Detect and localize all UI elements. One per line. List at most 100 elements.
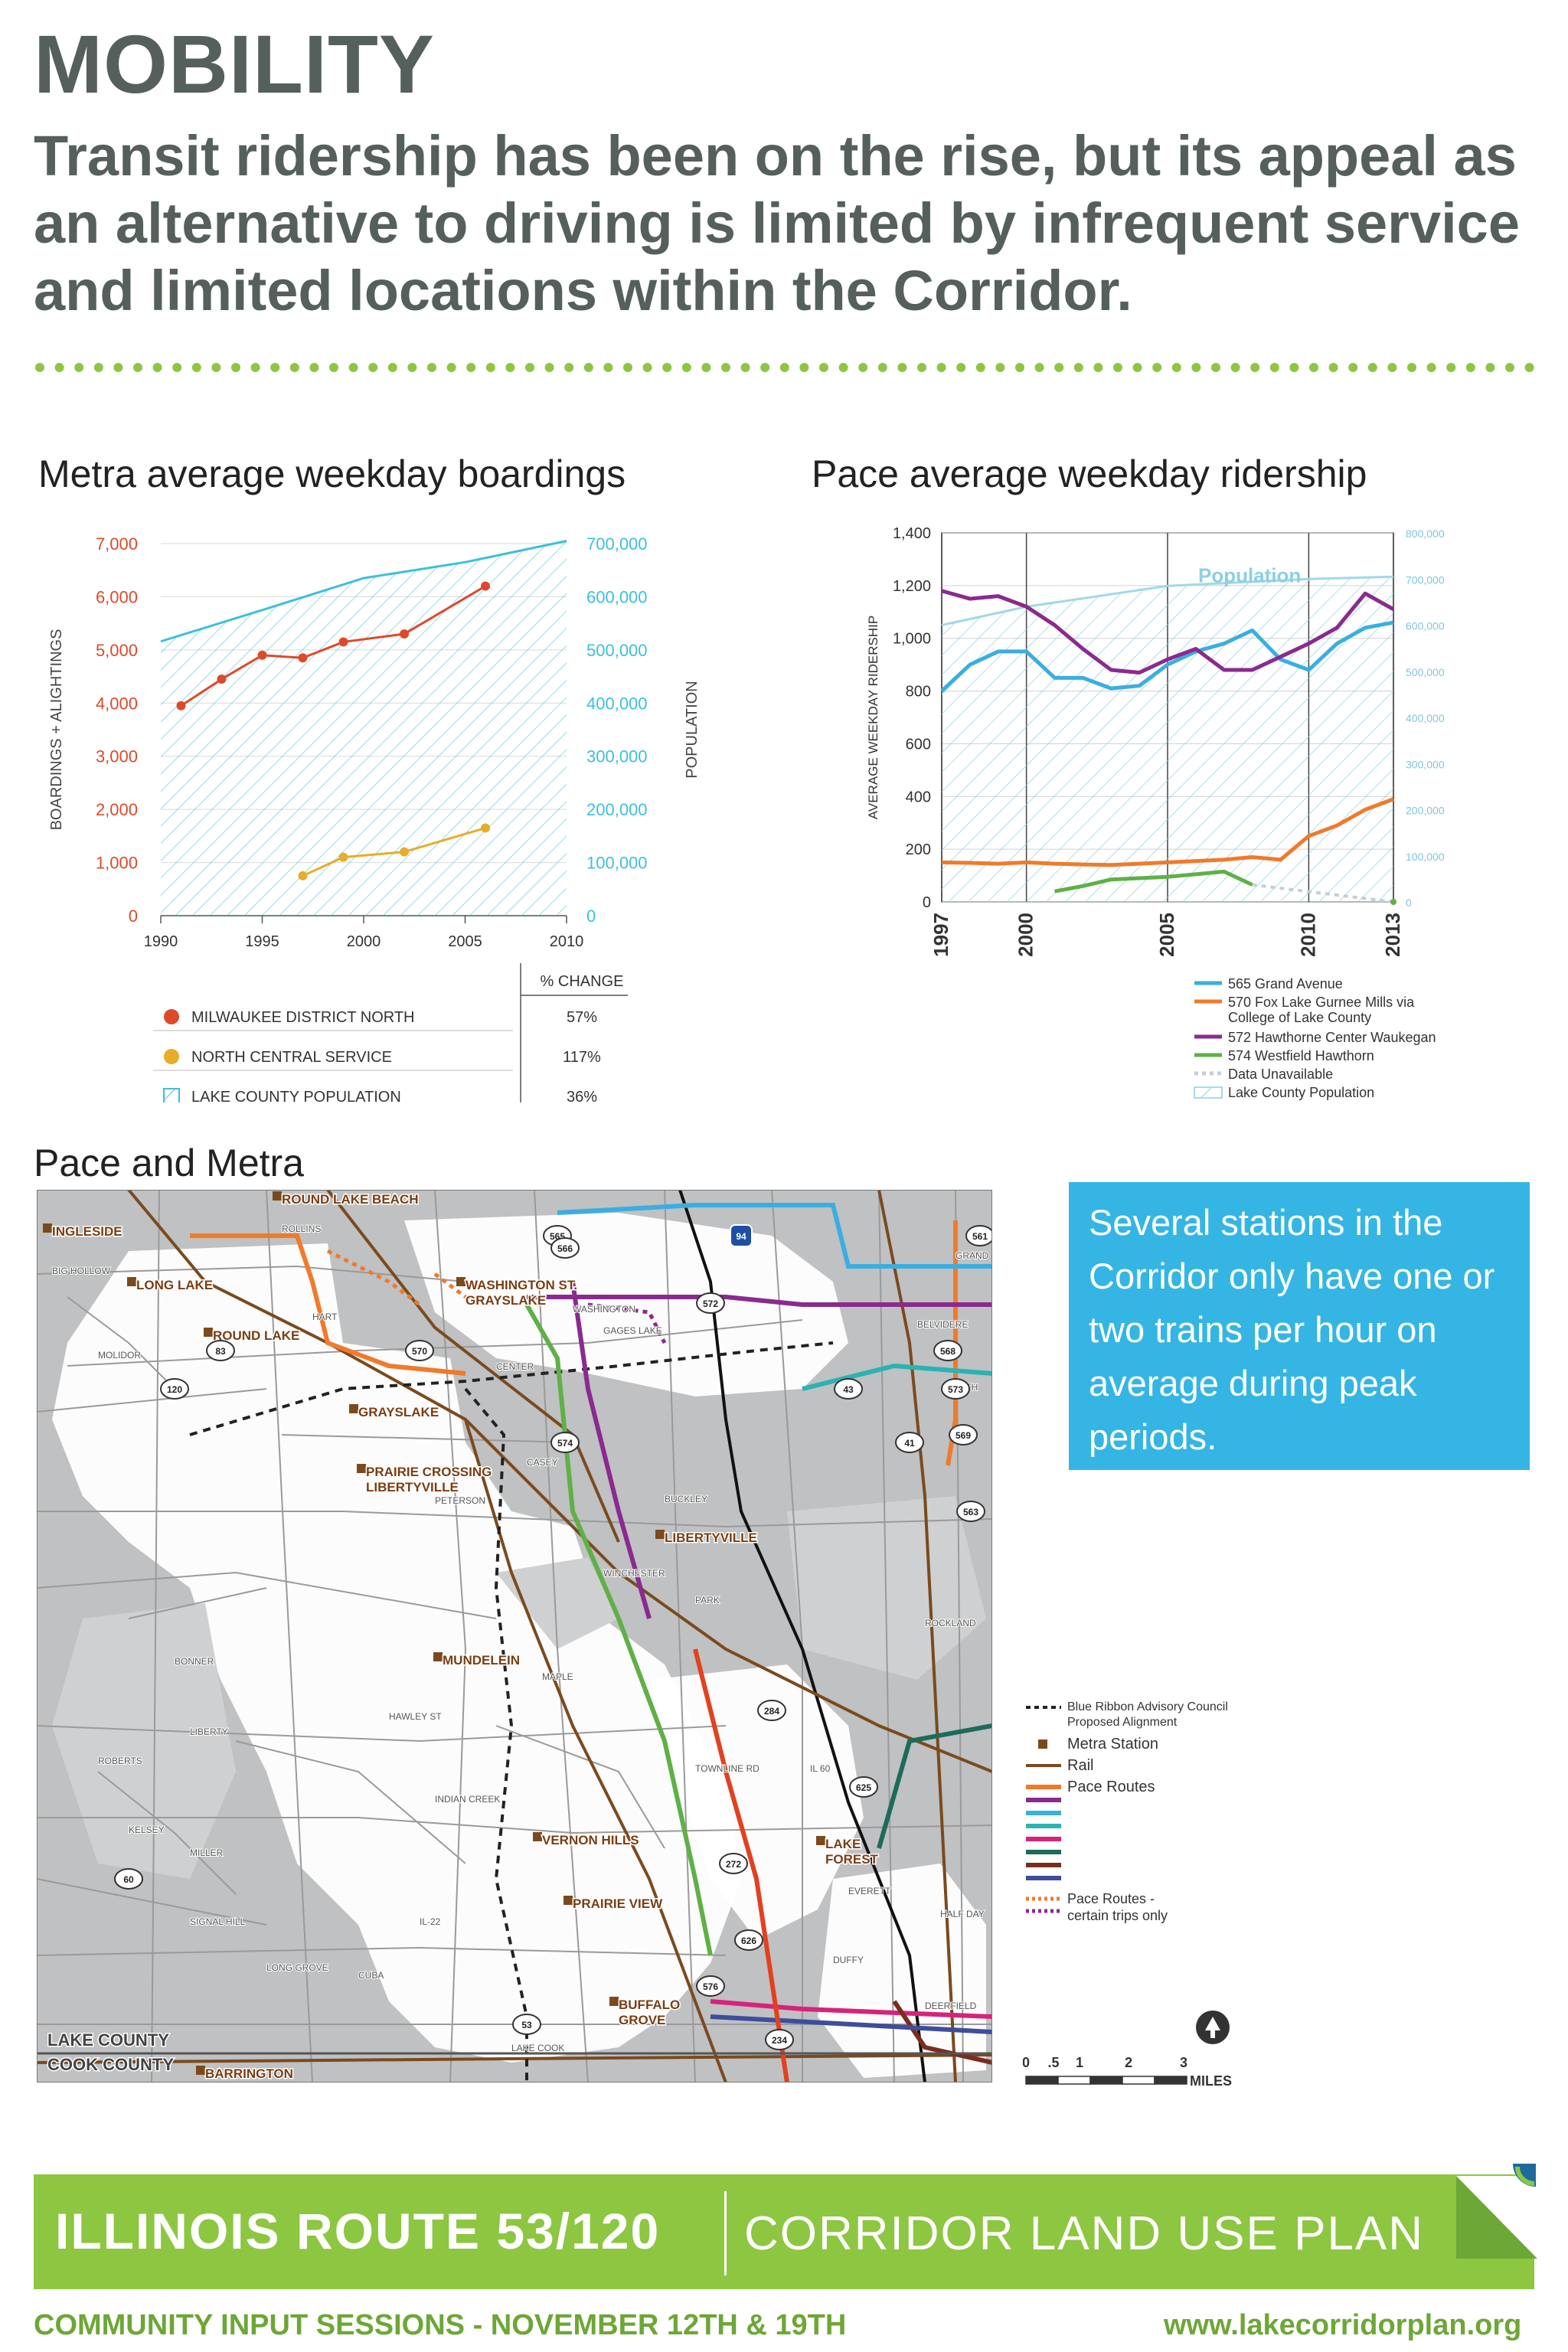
y2-tick-label: 600,000 — [586, 587, 648, 606]
y2-axis-label: POPULATION — [684, 681, 701, 778]
route-shield-label: 563 — [963, 1507, 978, 1517]
scale-tick-label: 0 — [1023, 2055, 1030, 2070]
station-label: ROUND LAKE BEACH — [282, 1192, 419, 1207]
divider-dot — [838, 363, 848, 372]
y-tick-label: 0 — [923, 894, 931, 911]
divider-dot — [427, 363, 436, 372]
y2-tick-label: 500,000 — [1406, 666, 1445, 678]
route-shield — [834, 1378, 863, 1400]
divider-dot — [289, 363, 299, 372]
series-line-0 — [940, 620, 1394, 693]
divider-dot — [799, 363, 809, 372]
route-shield-label: 625 — [856, 1782, 871, 1793]
road-label: IL 60 — [810, 1763, 831, 1774]
route-shield — [696, 1292, 725, 1314]
divider-dot — [721, 363, 730, 372]
metra-station — [127, 1277, 136, 1286]
road-label: BELVIDERE — [917, 1319, 968, 1330]
route-shield — [734, 1929, 763, 1951]
x-tick-label: 1995 — [245, 933, 279, 950]
footer-website-link[interactable]: www.lakecorridorplan.org — [1164, 2309, 1522, 2341]
legend-label: College of Lake County — [1228, 1010, 1371, 1025]
road-label: LIBERTY — [190, 1726, 228, 1737]
divider-dot — [1387, 363, 1397, 372]
station-label: GROVE — [619, 2013, 665, 2027]
metra-station — [816, 1836, 825, 1845]
route-shield-label: 561 — [972, 1231, 988, 1242]
road-label: MOLIDOR — [98, 1350, 141, 1361]
divider-dot — [172, 363, 182, 372]
table-change: 36% — [567, 1089, 597, 1102]
metra-station — [273, 1191, 282, 1200]
legend-label: 572 Hawthorne Center Waukegan — [1228, 1030, 1436, 1045]
route-shield — [965, 1225, 992, 1246]
road-label: LAKE COOK — [511, 2043, 564, 2053]
minor-road — [266, 1190, 313, 2082]
divider-dot — [191, 363, 201, 372]
route-shield — [160, 1378, 189, 1400]
divider-dot — [446, 363, 456, 372]
divider-dot — [485, 363, 495, 372]
minor-road — [151, 1190, 160, 2082]
y2-tick-label: 0 — [586, 906, 596, 926]
road-label: PETERSON — [435, 1495, 485, 1506]
scale-segment — [1122, 2076, 1155, 2085]
data-point — [338, 852, 348, 862]
y2-tick-label: 100,000 — [586, 854, 648, 873]
station-label: PRAIRIE VIEW — [573, 1896, 663, 1911]
divider-dot — [917, 363, 926, 372]
minor-road — [37, 1817, 992, 1834]
divider-dot — [1191, 363, 1201, 372]
divider-dot — [662, 363, 672, 372]
open-space — [52, 1603, 236, 1879]
divider-dot — [760, 363, 770, 372]
divider-dot — [133, 363, 142, 372]
route-shield-label: 272 — [726, 1859, 741, 1870]
station-label: LIBERTYVILLE — [366, 1480, 459, 1494]
divider-dot — [152, 363, 162, 372]
route-shield — [550, 1432, 580, 1453]
route-shield — [206, 1340, 235, 1361]
table-change: 117% — [563, 1049, 601, 1066]
route-shield-label: 94 — [736, 1231, 746, 1242]
route-shield — [696, 1975, 725, 1997]
interstate-94 — [678, 1190, 926, 2082]
divider-dot — [309, 363, 319, 372]
divider-dot — [1524, 363, 1534, 372]
x-tick-label: 2000 — [347, 933, 381, 950]
minor-road — [534, 1190, 589, 2082]
population-line — [941, 575, 1394, 626]
x-tick-label: 1990 — [144, 933, 178, 950]
divider-dot — [505, 363, 515, 372]
y-tick-label: 200 — [906, 841, 931, 858]
data-point — [1390, 899, 1396, 905]
y2-tick-label: 300,000 — [1406, 758, 1445, 770]
population-line — [160, 540, 567, 643]
county-label: LAKE COUNTY — [47, 2030, 169, 2050]
scale-tick-label: 3 — [1180, 2055, 1187, 2070]
divider-dot — [897, 363, 907, 372]
divider-dot — [329, 363, 338, 372]
metra-station — [655, 1530, 665, 1539]
station-label: WASHINGTON ST. — [466, 1278, 577, 1292]
scale-segment — [1025, 2076, 1059, 2085]
route-shield-label: 83 — [215, 1346, 226, 1357]
open-space — [496, 1557, 619, 1649]
divider-dot — [35, 363, 44, 372]
table-change: 57% — [567, 1009, 597, 1026]
road-label: ROCKLAND — [925, 1618, 976, 1628]
divider-dot — [1093, 363, 1103, 372]
route-shield-label: 569 — [956, 1430, 971, 1441]
legend-label: Lake County Population — [1228, 1085, 1374, 1100]
footer-band — [34, 2174, 1534, 2289]
footer-corner-logo — [1456, 2164, 1537, 2259]
y2-tick-label: 0 — [1406, 897, 1412, 909]
route-shield-label: 234 — [772, 2035, 787, 2046]
divider-dot — [819, 363, 828, 372]
scale-segment — [1057, 2076, 1091, 2085]
divider-dot — [1152, 363, 1162, 372]
divider-dot — [1211, 363, 1220, 372]
minor-road — [67, 1296, 175, 1390]
divider-dot — [348, 363, 358, 372]
north-arrow-glyph — [1205, 2017, 1220, 2038]
